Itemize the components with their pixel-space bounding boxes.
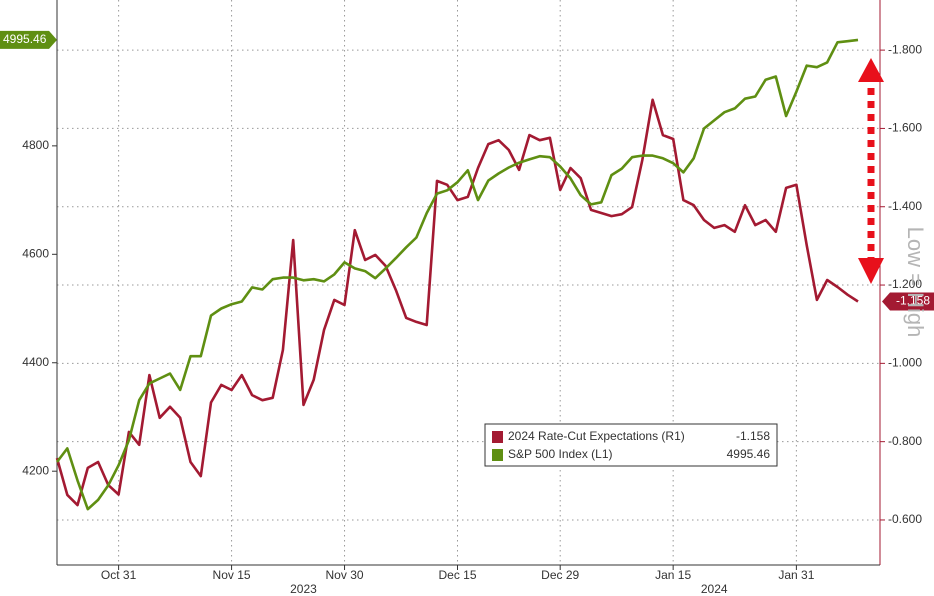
year-label: 2023	[290, 582, 317, 596]
y-tick-label: 4400	[22, 355, 49, 369]
x-tick-label: Oct 31	[101, 568, 137, 582]
y2-tick-label: -1.600	[888, 121, 922, 135]
legend-label: 2024 Rate-Cut Expectations (R1)	[508, 429, 685, 443]
legend: 2024 Rate-Cut Expectations (R1) -1.158 S&P…	[484, 423, 778, 467]
tag-shape	[882, 292, 934, 311]
x-tick-label: Nov 15	[213, 568, 251, 582]
legend-value: 4995.46	[727, 447, 771, 461]
legend-label: S&P 500 Index (L1)	[508, 447, 613, 461]
double-arrow	[858, 58, 884, 284]
x-tick-label: Jan 15	[655, 568, 691, 582]
last-value-tag: -1.158	[882, 292, 934, 311]
series-line	[55, 38, 859, 511]
legend-box	[484, 423, 778, 467]
legend-value: -1.158	[736, 429, 770, 443]
y2-tick-label: -0.800	[888, 434, 922, 448]
tag-label: 4995.46	[3, 32, 47, 46]
tag-shape	[0, 30, 57, 49]
x-tick-label: Dec 15	[438, 568, 476, 582]
x-tick-label: Jan 31	[778, 568, 814, 582]
x-tick-label: Nov 30	[326, 568, 364, 582]
y-tick-label: 4800	[22, 138, 49, 152]
year-label: 2024	[701, 582, 728, 596]
y2-tick-label: -1.400	[888, 199, 922, 213]
legend-swatch	[492, 449, 503, 461]
y2-tick-label: -1.800	[888, 42, 922, 56]
y2-tick-label: -0.600	[888, 512, 922, 526]
tag-label: -1.158	[896, 294, 930, 308]
series-line	[55, 98, 859, 507]
last-value-tag: 4995.46	[0, 30, 57, 49]
y2-tick-label: -1.000	[888, 356, 922, 370]
annotation: Low = High	[903, 227, 928, 338]
x-tick-label: Dec 29	[541, 568, 579, 582]
legend-swatch	[492, 431, 503, 443]
y-tick-label: 4600	[22, 246, 49, 260]
y-tick-label: 4200	[22, 463, 49, 477]
y2-tick-label: -1.200	[888, 277, 922, 291]
